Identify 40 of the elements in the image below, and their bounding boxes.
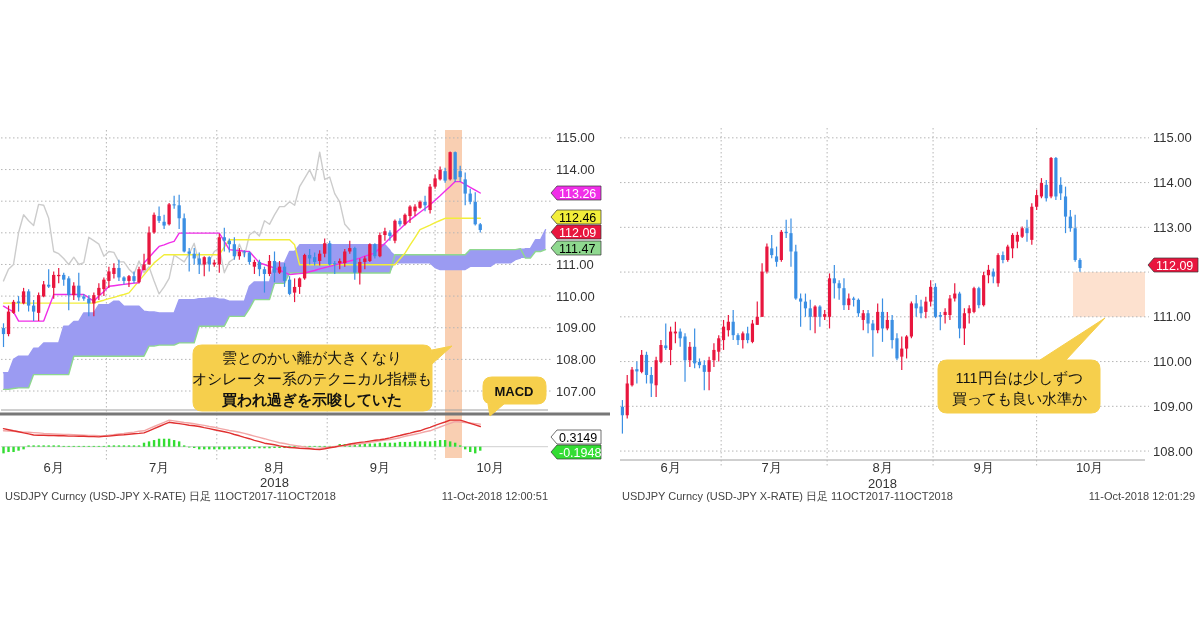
x-tick-label: 7月 (761, 460, 782, 475)
y-tick-label: 107.00 (556, 383, 596, 399)
x-tick-label: 10月 (476, 460, 505, 475)
text: 111.47 (559, 241, 596, 256)
annotation: 111円台は少しずつ買っても良い水準か (951, 370, 1087, 407)
y-tick-label: 108.00 (1153, 443, 1193, 459)
text: 112.09 (1156, 258, 1194, 273)
y-tick-label: 113.00 (1153, 219, 1192, 235)
y-tick-label: 110.00 (556, 288, 595, 304)
x-tick-label: 6月 (43, 460, 64, 475)
y-tick-label: 109.00 (1153, 398, 1193, 414)
y-tick-label: 108.00 (556, 351, 596, 367)
x-tick-label: 9月 (973, 460, 994, 475)
text: 11-Oct-2018 12:01:29 (1088, 490, 1195, 502)
text: 0.3149 (559, 430, 598, 445)
x-tick-label: 8月 (872, 460, 893, 475)
text: USDJPY Curncy (USD-JPY X-RATE) 日足 11OCT2017-11OCT2018 (5, 490, 336, 502)
text: 11-Oct-2018 12:00:51 (441, 490, 548, 502)
x-tick-label: 7月 (148, 460, 170, 475)
text: 113.26 (559, 186, 597, 201)
x-tick-label: 9月 (369, 460, 390, 475)
y-tick-label: 115.00 (1153, 130, 1192, 146)
text: USDJPY Curncy (USD-JPY X-RATE) 日足 11OCT2017-11OCT2018 (622, 490, 953, 502)
x-tick-label: 10月 (1075, 460, 1104, 475)
x-tick-label: 6月 (660, 460, 681, 475)
x-axis-title: 2018 (260, 475, 289, 490)
annotation: 雲とのかい離が大きくなりオシレーター系のテクニカル指標も買われ過ぎを示唆していた (192, 350, 432, 408)
text: -0.1948 (559, 445, 602, 460)
y-tick-label: 111.00 (556, 256, 594, 272)
y-tick-label: 109.00 (556, 320, 596, 336)
y-tick-label: 110.00 (1153, 354, 1192, 370)
y-tick-label: 114.00 (1153, 175, 1192, 191)
x-tick-label: 8月 (264, 460, 285, 475)
annotation: MACD (494, 384, 534, 399)
text: 112.09 (559, 225, 597, 240)
y-tick-label: 111.00 (1153, 309, 1191, 325)
y-tick-label: 114.00 (556, 162, 595, 178)
x-axis-title: 2018 (868, 476, 897, 491)
text: 112.46 (559, 210, 597, 225)
y-tick-label: 115.00 (556, 130, 595, 146)
